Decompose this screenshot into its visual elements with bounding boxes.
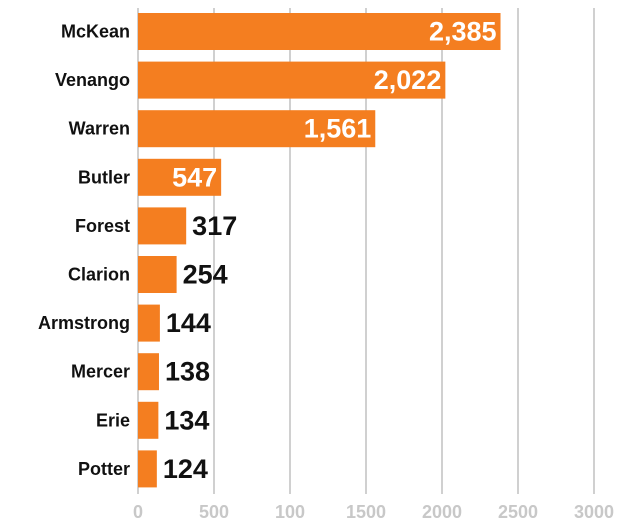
category-label: Erie	[96, 410, 130, 430]
data-label: 317	[192, 211, 237, 241]
x-tick-label: 100	[275, 502, 305, 522]
x-tick-label: 2500	[498, 502, 538, 522]
bar	[138, 450, 157, 488]
data-label: 134	[164, 405, 209, 435]
category-label: Butler	[78, 167, 130, 187]
data-label: 138	[165, 357, 210, 387]
data-label: 144	[166, 308, 211, 338]
bar	[138, 61, 446, 99]
x-tick-label: 0	[133, 502, 143, 522]
bar	[138, 256, 177, 293]
category-label: Warren	[69, 119, 130, 139]
category-label: Armstrong	[38, 313, 130, 333]
category-labels: McKean Venango Warren Butler Forest Clarion Ar…	[38, 22, 130, 479]
bar	[138, 304, 160, 342]
category-label: Clarion	[68, 265, 130, 285]
x-axis-tick-labels: 0 500 100 1500 2000 2500 3000	[133, 502, 614, 522]
category-label: Forest	[75, 216, 130, 236]
bar	[138, 158, 222, 196]
bar	[138, 110, 376, 148]
category-label: Mercer	[71, 362, 130, 382]
data-label: 2,385	[429, 17, 497, 47]
bars	[138, 13, 501, 488]
x-tick-label: 1500	[346, 502, 386, 522]
data-label: 547	[172, 162, 217, 192]
bar	[138, 207, 187, 245]
x-tick-label: 500	[199, 502, 229, 522]
data-label: 2,022	[374, 65, 442, 95]
bar	[138, 401, 159, 439]
data-label: 124	[163, 454, 208, 484]
category-label: Venango	[55, 70, 130, 90]
bar	[138, 353, 159, 391]
category-label: Potter	[78, 459, 130, 479]
x-tick-label: 2000	[422, 502, 462, 522]
data-label: 254	[183, 260, 228, 290]
data-label: 1,561	[304, 114, 372, 144]
x-tick-label: 3000	[574, 502, 614, 522]
category-label: McKean	[61, 22, 130, 42]
bar	[138, 13, 501, 50]
